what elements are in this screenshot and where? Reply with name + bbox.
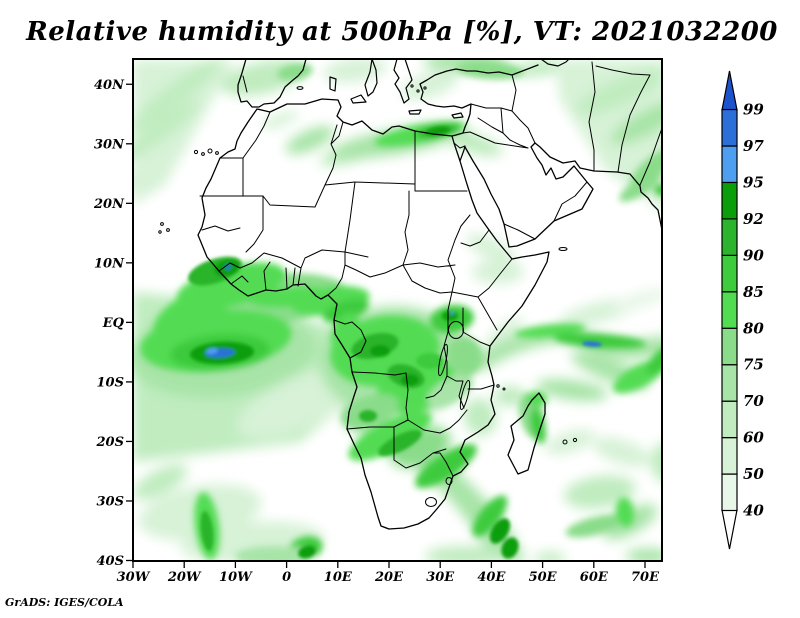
lon-tick-label: 0 xyxy=(282,570,291,585)
colorbar-segment xyxy=(721,145,738,184)
mediterranean-islands xyxy=(329,59,464,119)
colorbar-segment xyxy=(721,291,738,329)
lon-tick-label: 20E xyxy=(374,570,404,585)
lon-tick-label: 30E xyxy=(426,570,455,585)
lon-tick-label: 20W xyxy=(167,570,202,585)
lat-tick-label: 40S xyxy=(97,554,124,569)
colorbar-labels: 40 50 60 70 75 80 85 90 92 95 97 99 xyxy=(743,101,764,520)
map-frame xyxy=(132,58,663,562)
lon-tick-label: 40E xyxy=(477,570,506,585)
lat-tick-label: 30S xyxy=(97,494,124,509)
lat-tick-label: 10N xyxy=(94,256,125,271)
colorbar-level-label: 40 xyxy=(743,502,764,520)
colorbar-level-label: 50 xyxy=(743,465,764,483)
lon-tick-label: 30W xyxy=(117,570,151,585)
iran-pakistan-india-coastline xyxy=(534,142,662,231)
humidity-shaded-field xyxy=(133,59,662,561)
arabia-coastline xyxy=(464,142,594,248)
colorbar-level-label: 70 xyxy=(743,392,764,410)
lat-tick-label: 30N xyxy=(94,137,125,152)
colorbar-level-label: 97 xyxy=(743,137,764,155)
iberia-coastline xyxy=(237,59,307,108)
colorbar-segment xyxy=(721,473,738,512)
colorbar-level-label: 60 xyxy=(743,429,764,447)
colorbar-segments xyxy=(721,108,738,512)
lat-tick-label: 20N xyxy=(93,197,125,212)
lon-tick-label: 10W xyxy=(219,570,253,585)
colorbar-segment xyxy=(721,327,738,366)
colorbar-segment xyxy=(721,108,738,147)
colorbar-level-label: 92 xyxy=(743,210,764,228)
colorbar-segment xyxy=(721,364,738,402)
country-borders xyxy=(199,61,662,477)
red-sea-gulf-of-aqaba xyxy=(459,145,466,162)
turkey-levant-coastline xyxy=(419,64,539,137)
credit-text: GrADS: IGES/COLA xyxy=(5,596,124,609)
colorbar: 40 50 60 70 75 80 85 90 92 95 97 99 xyxy=(721,70,764,550)
plot-title: Relative humidity at 500hPa [%], VT: 202… xyxy=(25,17,778,47)
colorbar-level-label: 99 xyxy=(743,101,764,119)
colorbar-level-label: 95 xyxy=(743,173,764,191)
colorbar-level-label: 75 xyxy=(743,356,764,374)
lon-tick-label: 50E xyxy=(529,570,558,585)
lon-tick-label: 60E xyxy=(580,570,609,585)
colorbar-level-label: 85 xyxy=(743,283,764,301)
colorbar-segment xyxy=(721,400,738,439)
africa-coastline xyxy=(197,98,550,530)
lat-tick-label: 40N xyxy=(94,78,125,93)
lat-tick-label: 20S xyxy=(96,435,124,450)
small-islands-and-lakes xyxy=(158,84,578,507)
lon-tick-label: 10E xyxy=(324,570,353,585)
lat-tick-label: EQ xyxy=(102,316,125,331)
colorbar-over-arrow xyxy=(721,70,738,111)
lat-tick-label: 10S xyxy=(97,375,124,390)
colorbar-level-label: 80 xyxy=(743,319,764,337)
lon-tick-label: 70E xyxy=(631,570,660,585)
colorbar-segment xyxy=(721,437,738,475)
colorbar-under-arrow xyxy=(721,509,738,550)
madagascar-coastline xyxy=(507,392,546,475)
humidity-layer-cores xyxy=(188,126,602,559)
colorbar-level-label: 90 xyxy=(743,246,764,264)
colorbar-segment xyxy=(721,254,738,293)
colorbar-segment xyxy=(721,218,738,256)
caspian-coastline xyxy=(540,59,570,67)
colorbar-segment xyxy=(721,181,738,220)
